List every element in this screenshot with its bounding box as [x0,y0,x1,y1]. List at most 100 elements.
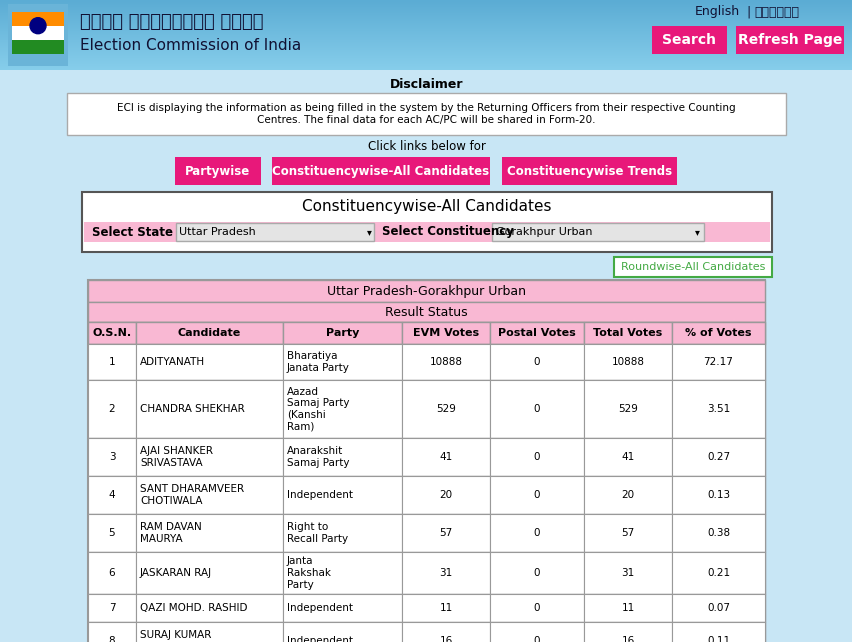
Bar [0,46,852,47]
Text: CHANDRA SHEKHAR: CHANDRA SHEKHAR [140,404,245,414]
Bar [135,344,283,380]
Bar [0,42,852,43]
Text: Search: Search [662,33,716,47]
Bar [283,322,401,344]
Bar [0,28,852,29]
Text: 16: 16 [620,636,634,642]
Bar [584,514,671,552]
Bar [88,552,764,594]
Bar [0,27,852,28]
Bar [0,8,852,9]
Bar [0,16,852,17]
Bar [0,18,852,19]
Bar [283,552,401,594]
Bar [613,257,771,277]
Bar [0,62,852,63]
Bar [283,594,401,622]
Text: 0.38: 0.38 [706,528,729,538]
Bar [584,380,671,438]
Bar [0,51,852,52]
Bar [671,344,764,380]
Text: Gorakhpur Urban: Gorakhpur Urban [495,227,592,237]
Text: हिन्दी: हिन्दी [753,6,798,19]
Text: Disclaimer: Disclaimer [389,78,463,91]
Circle shape [30,18,46,33]
Text: EVM Votes: EVM Votes [412,328,479,338]
Text: 0: 0 [533,568,539,578]
Bar [12,12,64,26]
Text: Independent: Independent [286,636,353,642]
Bar [0,53,852,54]
Bar [489,514,584,552]
Bar [489,476,584,514]
Text: 529: 529 [618,404,637,414]
Text: 529: 529 [435,404,456,414]
Bar [88,594,135,622]
Bar [0,32,852,33]
Text: Constituencywise-All Candidates: Constituencywise-All Candidates [302,200,550,214]
Text: ▾: ▾ [366,227,371,237]
Text: 0: 0 [533,490,539,500]
Bar [0,58,852,59]
Bar [283,438,401,476]
Bar [0,35,852,36]
Bar [0,20,852,21]
Text: भारत निर्वाचन आयोग: भारत निर्वाचन आयोग [80,13,263,31]
Bar [0,4,852,5]
Bar [88,344,764,380]
Bar [135,380,283,438]
Text: Uttar Pradesh: Uttar Pradesh [179,227,256,237]
Bar [88,280,764,642]
Bar [0,50,852,51]
Text: Election Commission of India: Election Commission of India [80,39,301,53]
Text: 0.27: 0.27 [706,452,729,462]
Bar [135,514,283,552]
Bar [0,2,852,3]
Text: 1: 1 [108,357,115,367]
Bar [0,45,852,46]
Bar [735,26,843,54]
Bar [82,192,771,252]
Text: 0: 0 [533,603,539,613]
Bar [0,6,852,7]
Text: 4: 4 [108,490,115,500]
Bar [671,594,764,622]
Bar [0,60,852,61]
Bar [0,68,852,69]
Bar [401,476,489,514]
Bar [489,438,584,476]
Bar [0,24,852,25]
Bar [0,52,852,53]
Bar [0,49,852,50]
Bar [0,5,852,6]
Bar [283,344,401,380]
Bar [651,26,726,54]
Text: 5: 5 [108,528,115,538]
Text: SANT DHARAMVEER
CHOTIWALA: SANT DHARAMVEER CHOTIWALA [140,484,244,506]
Text: Candidate: Candidate [178,328,241,338]
Bar [0,48,852,49]
Bar [401,322,489,344]
Bar [0,29,852,30]
Text: Postal Votes: Postal Votes [498,328,575,338]
Bar [135,594,283,622]
Bar [0,37,852,38]
Bar [489,552,584,594]
Text: Anarakshit
Samaj Party: Anarakshit Samaj Party [286,446,349,468]
Bar [135,322,283,344]
Bar [0,26,852,27]
Text: Janta
Rakshak
Party: Janta Rakshak Party [286,557,331,589]
Text: ▾: ▾ [694,227,699,237]
Text: |: | [746,6,750,19]
Bar [0,66,852,67]
Text: Constituencywise Trends: Constituencywise Trends [506,164,671,177]
Bar [176,223,373,241]
Bar [0,55,852,56]
Bar [502,157,676,185]
Text: 0.21: 0.21 [706,568,729,578]
Bar [0,47,852,48]
Bar [88,514,764,552]
Bar [0,23,852,24]
Bar [88,438,135,476]
Bar [401,552,489,594]
